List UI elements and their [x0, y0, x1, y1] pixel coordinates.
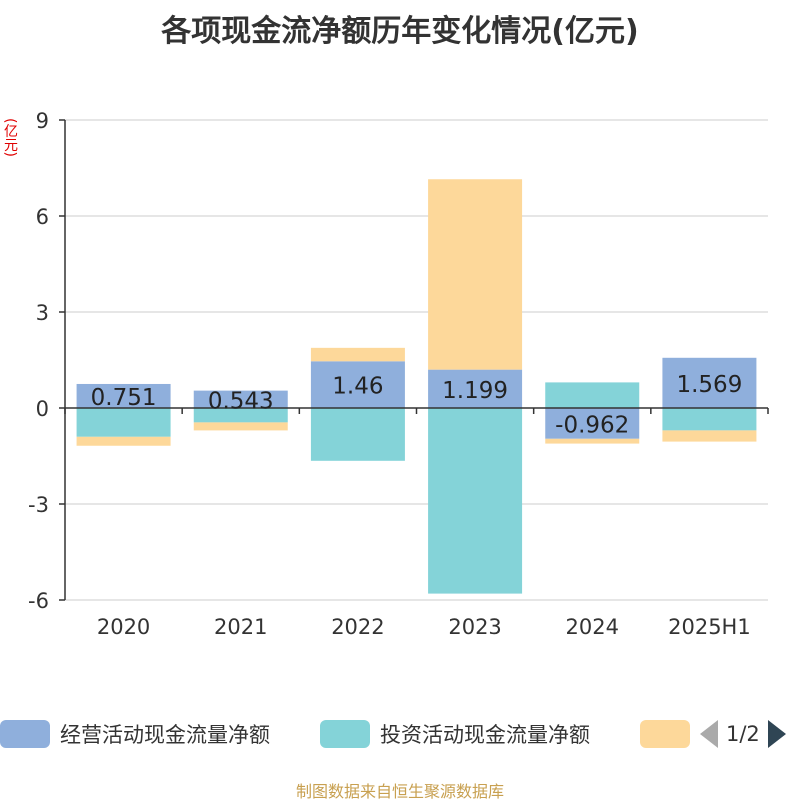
- y-tick-label: -3: [28, 493, 49, 517]
- legend-swatch-investing: [320, 720, 370, 748]
- bar-operating: [545, 408, 640, 439]
- bar-financing: [428, 179, 523, 370]
- page-indicator: 1/2: [726, 722, 760, 746]
- legend-item-investing[interactable]: 投资活动现金流量净额: [320, 716, 590, 752]
- bar-investing: [76, 408, 171, 437]
- bar-investing: [545, 382, 640, 408]
- x-tick-label: 2023: [448, 615, 501, 639]
- data-label: 0.543: [208, 388, 274, 414]
- data-source-note: 制图数据来自恒生聚源数据库: [295, 782, 504, 801]
- data-label: 0.751: [91, 385, 157, 411]
- bar-financing: [76, 436, 171, 446]
- bar-investing: [193, 408, 288, 423]
- bar-financing: [193, 422, 288, 431]
- data-label: 1.199: [442, 378, 508, 404]
- bar-operating: [193, 390, 288, 408]
- prev-page-icon[interactable]: [700, 720, 718, 748]
- bar-investing: [310, 408, 405, 461]
- y-tick-label: 9: [36, 109, 49, 133]
- chart-plot: 9 6 3 0 -3 -6 0.751 0.543 1.46 1.199 -0.962 1.569 20…: [28, 109, 769, 639]
- y-axis-unit: (亿元): [2, 118, 18, 157]
- bar-financing: [662, 430, 757, 442]
- x-tick-label: 2021: [214, 615, 267, 639]
- bar-operating: [310, 361, 405, 408]
- x-tick-label: 2025H1: [668, 615, 751, 639]
- legend-item-financing[interactable]: [640, 716, 700, 752]
- x-tick-label: 2022: [331, 615, 384, 639]
- y-tick-label: 0: [36, 397, 49, 421]
- legend-item-operating[interactable]: 经营活动现金流量净额: [0, 716, 270, 752]
- legend-label-investing: 投资活动现金流量净额: [380, 723, 590, 747]
- y-tick-label: -6: [28, 589, 49, 613]
- data-label: -0.962: [555, 412, 629, 438]
- y-tick-label: 6: [36, 205, 49, 229]
- legend-swatch-operating: [0, 720, 50, 748]
- x-tick-label: 2024: [566, 615, 619, 639]
- data-label: 1.569: [676, 372, 742, 398]
- legend-label-operating: 经营活动现金流量净额: [60, 723, 270, 747]
- data-label: 1.46: [332, 374, 383, 400]
- chart-title: 各项现金流净额历年变化情况(亿元): [161, 14, 639, 49]
- x-tick-label: 2020: [97, 615, 150, 639]
- bar-investing: [428, 408, 523, 594]
- bar-operating: [428, 369, 523, 408]
- bar-financing: [545, 438, 640, 444]
- bar-operating: [662, 357, 757, 408]
- legend: 经营活动现金流量净额 投资活动现金流量净额: [0, 716, 800, 752]
- y-tick-label: 3: [36, 301, 49, 325]
- legend-pager: 1/2: [700, 716, 800, 752]
- bar-financing: [310, 347, 405, 362]
- bar-investing: [662, 408, 757, 431]
- bar-operating: [76, 383, 171, 408]
- legend-swatch-financing: [640, 720, 690, 748]
- next-page-icon[interactable]: [767, 720, 786, 748]
